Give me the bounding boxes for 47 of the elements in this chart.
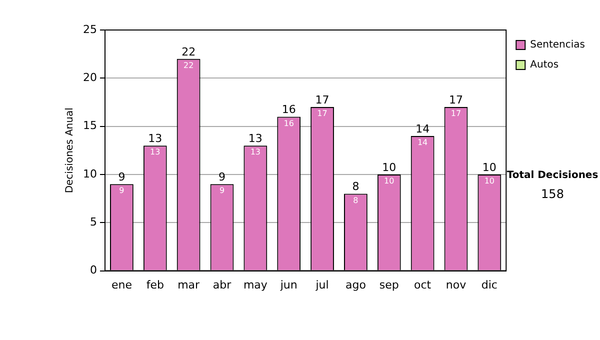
data-label: 17	[317, 109, 328, 118]
data-label: 13	[250, 148, 261, 157]
data-label: 9	[219, 186, 225, 196]
x-tick-label: sep	[379, 278, 399, 292]
data-label: 16	[284, 118, 294, 128]
total-label: 10	[382, 160, 396, 174]
total-label: 13	[148, 132, 162, 145]
data-label: 10	[484, 176, 495, 186]
total-label: 13	[248, 132, 262, 145]
x-tick-label: oct	[414, 278, 432, 292]
y-tick-label: 25	[82, 22, 97, 36]
total-label: 16	[282, 103, 296, 116]
y-tick-label: 5	[90, 216, 97, 228]
total-label: 8	[352, 180, 360, 194]
data-label: 10	[384, 176, 394, 186]
text: 158	[540, 187, 565, 201]
total-label: 17	[315, 93, 330, 106]
x-tick-label: jul	[314, 278, 329, 292]
data-label: 14	[417, 138, 428, 148]
total-label: 14	[416, 122, 430, 136]
total-label: 17	[448, 93, 463, 106]
legend-label: Autos	[530, 60, 559, 71]
text: Total Decisiones	[506, 170, 600, 181]
x-tick-label: jun	[279, 278, 298, 292]
x-tick-label: feb	[146, 278, 164, 292]
data-label: 8	[353, 196, 358, 205]
x-tick-label: may	[243, 278, 268, 292]
x-tick-label: nov	[446, 278, 467, 292]
x-tick-label: mar	[178, 278, 200, 292]
y-tick-label: 20	[82, 71, 97, 84]
total-label: 22	[182, 45, 196, 58]
total-label: 10	[482, 160, 496, 174]
total-label: 9	[218, 170, 226, 184]
y-tick-label: 15	[82, 119, 97, 132]
legend-label: Sentencias	[530, 40, 586, 51]
total-label: 9	[118, 170, 126, 184]
x-tick-label: dic	[481, 278, 498, 292]
data-label: 17	[450, 109, 462, 118]
y-tick-label: 10	[82, 167, 97, 180]
x-tick-label: abr	[212, 278, 232, 292]
x-tick-label: ago	[345, 278, 366, 292]
y-tick-label: 0	[90, 264, 97, 277]
data-label: 9	[119, 186, 124, 196]
data-label: 13	[150, 148, 160, 157]
x-tick-label: ene	[111, 278, 132, 292]
data-label: 22	[183, 60, 194, 70]
y-axis-title: Decisiones Anual	[64, 108, 76, 194]
